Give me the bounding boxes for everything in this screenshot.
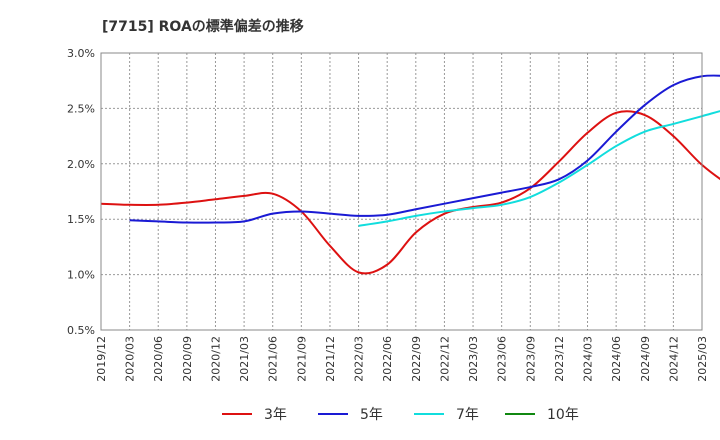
- plot-frame: [100, 52, 703, 331]
- grid-layer: [101, 53, 702, 330]
- x-tick-label: 2024/06: [610, 336, 623, 382]
- legend-label: 5年: [360, 407, 383, 423]
- y-tick-label: 1.5%: [67, 213, 95, 226]
- series-layer: [100, 74, 720, 275]
- x-tick-label: 2023/06: [496, 336, 509, 382]
- x-tick-label: 2020/12: [209, 336, 222, 382]
- chart-title: [7715] ROAの標準偏差の推移: [102, 19, 304, 35]
- y-tick-label: 2.5%: [67, 102, 95, 115]
- x-tick-label: 2021/09: [295, 336, 308, 382]
- x-tick-label: 2021/03: [238, 336, 251, 382]
- legend-label: 3年: [264, 407, 287, 423]
- series-line-5年: [129, 74, 720, 224]
- x-tick-label: 2023/09: [524, 336, 537, 382]
- x-tick-label: 2020/06: [152, 336, 165, 382]
- y-tick-label: 2.0%: [67, 158, 95, 171]
- x-tick-label: 2024/12: [667, 336, 680, 382]
- x-tick-label: 2024/09: [639, 336, 652, 382]
- x-tick-label: 2023/12: [553, 336, 566, 382]
- x-tick-label: 2021/06: [267, 336, 280, 382]
- legend-label: 7年: [456, 407, 479, 423]
- y-tick-label: 3.0%: [67, 47, 95, 60]
- x-tick-label: 2022/03: [353, 336, 366, 382]
- series-line-3年: [100, 110, 720, 275]
- y-tick-labels: 0.5% 1.0% 1.5% 2.0% 2.5% 3.0%: [67, 47, 95, 337]
- legend-label: 10年: [547, 407, 579, 423]
- x-tick-label: 2022/12: [438, 336, 451, 382]
- y-tick-label: 1.0%: [67, 269, 95, 282]
- x-tick-label: 2020/09: [181, 336, 194, 382]
- x-tick-label: 2023/03: [467, 336, 480, 382]
- x-tick-label: 2022/09: [410, 336, 423, 382]
- x-tick-label: 2024/03: [582, 336, 595, 382]
- y-tick-label: 0.5%: [67, 324, 95, 337]
- x-tick-label: 2022/06: [381, 336, 394, 382]
- legend: 3年 5年 7年 10年: [222, 407, 579, 423]
- x-tick-label: 2025/03: [696, 336, 709, 382]
- series-line-7年: [358, 110, 720, 227]
- x-tick-label: 2021/12: [324, 336, 337, 382]
- x-tick-label: 2020/03: [124, 336, 137, 382]
- x-tick-label: 2019/12: [95, 336, 108, 382]
- x-tick-labels: 2019/12 2020/03 2020/06 2020/09 2020/12 2021/…: [95, 336, 709, 382]
